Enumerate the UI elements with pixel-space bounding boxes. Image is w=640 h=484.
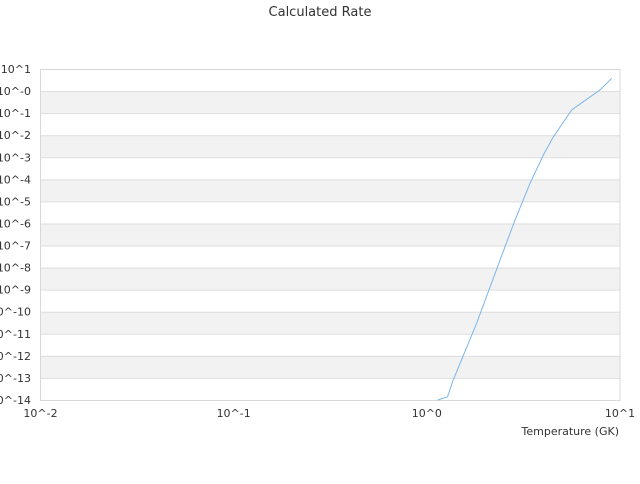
y-tick-label: 10^-14 <box>0 394 31 407</box>
grid-band <box>40 267 620 290</box>
grid-band <box>40 355 620 378</box>
plot-border <box>40 69 621 401</box>
y-tick-label: 10^-10 <box>0 306 31 319</box>
chart-title: Calculated Rate <box>269 5 372 20</box>
y-tick-label: 10^-1 <box>0 107 31 120</box>
y-tick-label: 10^-11 <box>0 328 31 341</box>
grid-band <box>40 179 620 202</box>
grid-band <box>40 91 620 114</box>
grid-band <box>40 311 620 334</box>
y-tick-label: 10^-13 <box>0 372 31 385</box>
y-tick-label: 10^-5 <box>0 195 31 208</box>
series-line <box>437 77 613 401</box>
grid-band <box>40 223 620 246</box>
x-axis-label: Temperature (GK) <box>521 425 620 438</box>
x-tick-label: 10^1 <box>605 407 635 420</box>
y-tick-label: 10^-2 <box>0 129 31 142</box>
y-tick-label: 10^-0 <box>0 85 31 98</box>
y-tick-label: 10^-12 <box>0 350 31 363</box>
y-tick-label: 10^-8 <box>0 262 31 275</box>
y-tick-label: 10^-6 <box>0 217 31 230</box>
x-tick-label: 10^-1 <box>217 407 251 420</box>
y-tick-label: 10^-9 <box>0 284 31 297</box>
y-tick-label: 10^-3 <box>0 151 31 164</box>
y-tick-label: 10^-7 <box>0 240 31 253</box>
y-tick-label: 10^1 <box>1 63 31 76</box>
y-tick-label: 10^-4 <box>0 173 31 186</box>
x-tick-label: 10^-2 <box>23 407 57 420</box>
grid-band <box>40 135 620 158</box>
x-tick-label: 10^0 <box>412 407 442 420</box>
